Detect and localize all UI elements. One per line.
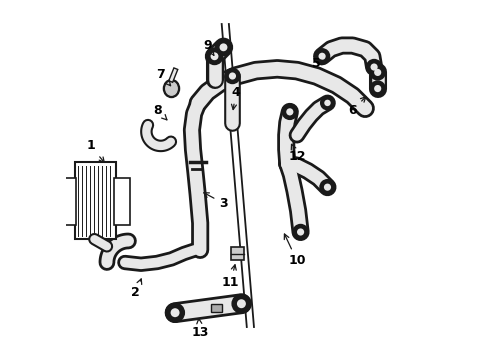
Text: 5: 5 xyxy=(312,57,326,70)
Ellipse shape xyxy=(216,40,231,55)
Ellipse shape xyxy=(374,69,381,76)
Text: 6: 6 xyxy=(348,97,366,117)
Ellipse shape xyxy=(370,65,385,80)
Ellipse shape xyxy=(318,53,326,60)
Bar xyxy=(211,304,221,312)
Bar xyxy=(64,178,76,225)
Ellipse shape xyxy=(166,304,184,321)
Ellipse shape xyxy=(321,96,334,109)
Text: 7: 7 xyxy=(156,68,171,86)
Ellipse shape xyxy=(283,105,297,119)
Text: 1: 1 xyxy=(86,139,104,162)
Text: 2: 2 xyxy=(131,279,142,300)
Ellipse shape xyxy=(286,108,294,116)
Bar xyxy=(74,162,116,239)
Bar xyxy=(114,178,130,225)
Text: 9: 9 xyxy=(203,39,214,55)
Ellipse shape xyxy=(225,69,240,83)
Ellipse shape xyxy=(370,81,385,96)
Ellipse shape xyxy=(374,85,381,92)
Ellipse shape xyxy=(324,100,331,106)
Ellipse shape xyxy=(207,48,222,64)
Text: 4: 4 xyxy=(231,86,241,109)
Ellipse shape xyxy=(297,228,304,235)
Ellipse shape xyxy=(237,299,246,308)
Bar xyxy=(231,247,244,260)
Text: 3: 3 xyxy=(204,193,228,210)
Ellipse shape xyxy=(211,52,219,60)
Ellipse shape xyxy=(367,60,381,74)
Text: 11: 11 xyxy=(222,265,240,289)
Ellipse shape xyxy=(294,225,308,239)
Ellipse shape xyxy=(324,184,331,191)
Ellipse shape xyxy=(232,295,250,313)
Ellipse shape xyxy=(320,180,335,194)
Ellipse shape xyxy=(370,63,378,71)
Ellipse shape xyxy=(166,82,177,95)
Text: 8: 8 xyxy=(153,104,167,120)
Text: 10: 10 xyxy=(284,234,306,267)
Text: 13: 13 xyxy=(192,319,209,339)
Ellipse shape xyxy=(220,43,227,51)
Ellipse shape xyxy=(315,49,329,63)
Text: 12: 12 xyxy=(288,144,306,163)
Ellipse shape xyxy=(164,80,179,98)
Ellipse shape xyxy=(229,72,236,80)
Ellipse shape xyxy=(171,308,179,317)
